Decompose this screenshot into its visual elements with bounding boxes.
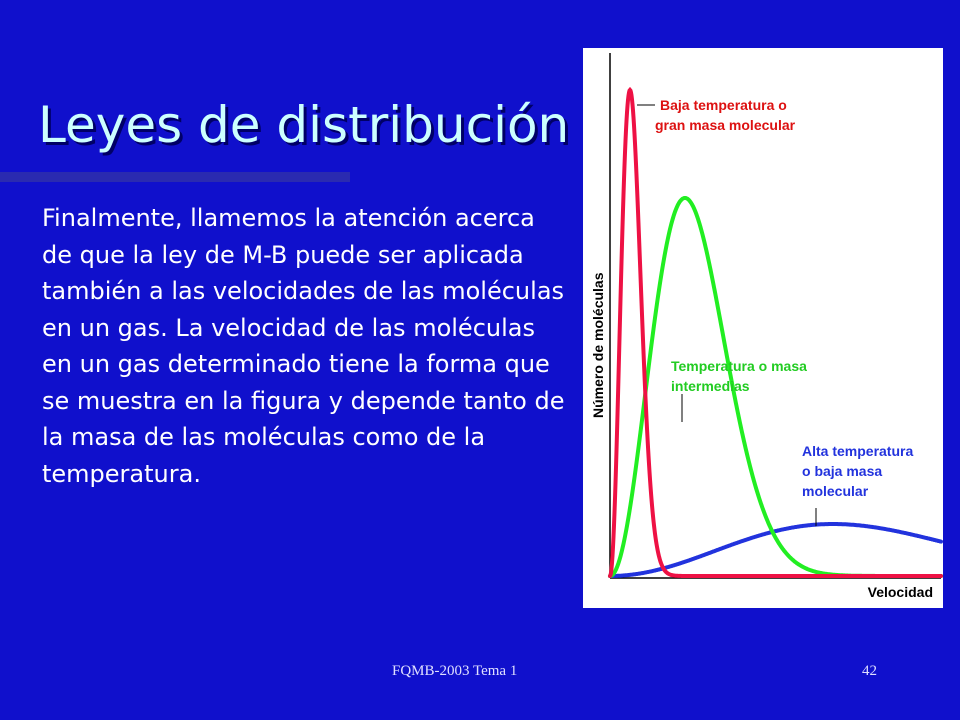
curve-intermediate-temperature bbox=[608, 196, 943, 578]
y-axis-label: Número de moléculas bbox=[590, 272, 606, 418]
label-mid-line-2: intermedias bbox=[671, 378, 750, 394]
curve-low-temperature bbox=[608, 86, 943, 578]
label-mid-line-1: Temperatura o masa bbox=[671, 358, 807, 374]
distribution-figure: Número de moléculas Velocidad Baja tempe… bbox=[583, 48, 943, 608]
label-low-line-1: Baja temperatura o bbox=[660, 97, 787, 113]
label-high-line-1: Alta temperatura bbox=[802, 443, 913, 459]
footer-text: FQMB-2003 Tema 1 bbox=[392, 663, 518, 679]
label-intermediate-temperature: Temperatura o masa intermedias bbox=[671, 358, 811, 394]
label-high-line-3: molecular bbox=[802, 483, 869, 499]
label-high-line-2: o baja masa bbox=[802, 463, 882, 479]
distribution-diagram: Número de moléculas Velocidad Baja tempe… bbox=[590, 53, 943, 600]
label-high-temperature: Alta temperatura o baja masa molecular bbox=[802, 443, 917, 499]
page-number: 42 bbox=[862, 663, 877, 679]
slide-title: Leyes de distribución bbox=[38, 96, 570, 154]
label-low-temperature: Baja temperatura o gran masa molecular bbox=[655, 97, 796, 133]
label-low-line-2: gran masa molecular bbox=[655, 117, 796, 133]
slide-body-text: Finalmente, llamemos la atención acerca … bbox=[42, 204, 565, 488]
curve-high-temperature bbox=[608, 522, 943, 578]
title-underline-bar bbox=[0, 172, 350, 182]
x-axis-label: Velocidad bbox=[868, 584, 933, 600]
